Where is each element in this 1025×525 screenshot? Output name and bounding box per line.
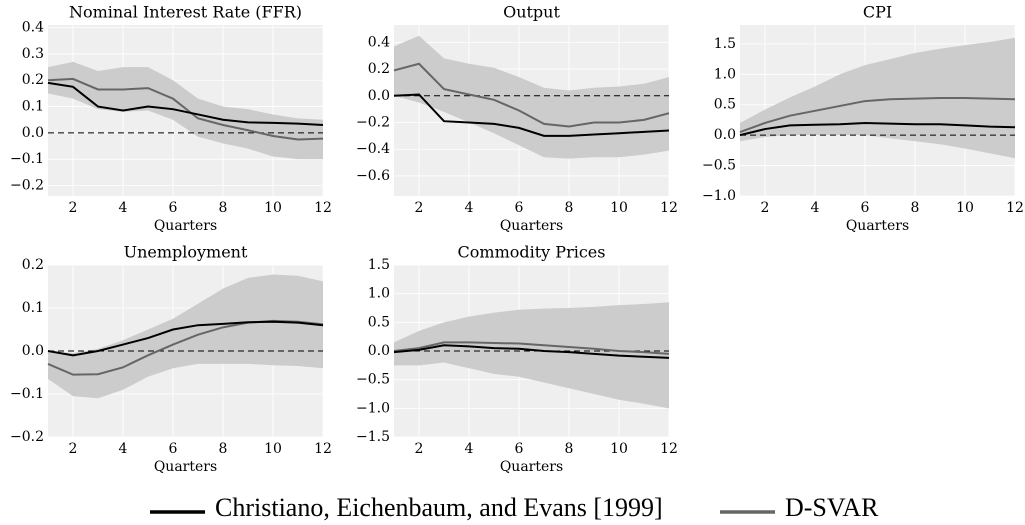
chart-title: Unemployment xyxy=(124,243,248,262)
x-axis-label: Quarters xyxy=(500,459,563,475)
legend-label: Christiano, Eichenbaum, and Evans [1999] xyxy=(215,493,663,522)
y-tick-label: 0.0 xyxy=(368,88,390,104)
x-tick-label: 6 xyxy=(169,441,178,457)
confidence-band xyxy=(48,274,323,399)
y-tick-label: 0.0 xyxy=(368,343,390,359)
y-tick-label: −0.2 xyxy=(10,429,44,445)
chart-title: Nominal Interest Rate (FFR) xyxy=(69,3,302,22)
y-tick-label: 0.3 xyxy=(22,46,44,62)
y-tick-label: 0.1 xyxy=(22,300,44,316)
y-tick-label: 0.5 xyxy=(714,97,736,113)
x-tick-label: 12 xyxy=(660,200,678,216)
x-tick-label: 8 xyxy=(219,441,228,457)
x-axis-label: Quarters xyxy=(500,218,563,234)
x-tick-label: 8 xyxy=(565,441,574,457)
series-line xyxy=(393,62,670,128)
legend-label: D-SVAR xyxy=(785,493,879,522)
confidence-band xyxy=(48,61,323,160)
x-tick-label: 4 xyxy=(811,200,820,216)
series-line xyxy=(47,81,324,126)
x-tick-label: 4 xyxy=(465,200,474,216)
y-tick-label: 0.1 xyxy=(22,99,44,115)
x-tick-label: 12 xyxy=(314,200,332,216)
x-tick-label: 10 xyxy=(610,441,628,457)
x-axis-label: Quarters xyxy=(154,218,217,234)
y-tick-label: −0.5 xyxy=(702,158,736,174)
x-tick-label: 12 xyxy=(660,441,678,457)
series-line xyxy=(393,93,670,137)
series-line xyxy=(47,320,324,357)
x-tick-label: 12 xyxy=(314,441,332,457)
x-tick-label: 12 xyxy=(1006,200,1024,216)
confidence-band xyxy=(394,302,669,409)
y-tick-label: −0.6 xyxy=(356,168,390,184)
x-tick-label: 6 xyxy=(515,441,524,457)
x-tick-label: 2 xyxy=(415,441,424,457)
y-tick-label: −1.5 xyxy=(356,429,390,445)
y-tick-label: 0.2 xyxy=(22,72,44,88)
confidence-band xyxy=(394,35,669,159)
x-tick-label: 2 xyxy=(69,200,78,216)
x-tick-label: 8 xyxy=(911,200,920,216)
y-tick-label: −1.0 xyxy=(702,188,736,204)
x-tick-label: 4 xyxy=(119,441,128,457)
x-tick-label: 10 xyxy=(264,200,282,216)
y-tick-label: −0.2 xyxy=(10,177,44,193)
y-tick-label: 0.5 xyxy=(368,314,390,330)
y-tick-label: 1.0 xyxy=(714,66,736,82)
series-line xyxy=(47,77,324,141)
x-tick-label: 2 xyxy=(761,200,770,216)
y-tick-label: 0.0 xyxy=(22,125,44,141)
x-tick-label: 4 xyxy=(465,441,474,457)
series-line xyxy=(393,344,670,359)
y-tick-label: −0.1 xyxy=(10,151,44,167)
x-tick-label: 2 xyxy=(415,200,424,216)
series-line xyxy=(739,97,1016,134)
y-tick-label: 1.0 xyxy=(368,286,390,302)
y-tick-label: 0.0 xyxy=(714,127,736,143)
x-tick-label: 4 xyxy=(119,200,128,216)
y-tick-label: 0.4 xyxy=(368,34,390,50)
y-tick-label: −1.0 xyxy=(356,400,390,416)
x-tick-label: 8 xyxy=(219,200,228,216)
y-tick-label: −0.1 xyxy=(10,386,44,402)
x-axis-label: Quarters xyxy=(154,459,217,475)
x-tick-label: 6 xyxy=(861,200,870,216)
y-tick-label: 1.5 xyxy=(368,257,390,273)
y-tick-label: 1.5 xyxy=(714,36,736,52)
x-tick-label: 6 xyxy=(169,200,178,216)
x-tick-label: 8 xyxy=(565,200,574,216)
series-line xyxy=(393,341,670,355)
chart-title: CPI xyxy=(863,3,892,22)
x-tick-label: 10 xyxy=(264,441,282,457)
x-tick-label: 2 xyxy=(69,441,78,457)
y-tick-label: 0.4 xyxy=(22,20,44,36)
y-tick-label: 0.0 xyxy=(22,343,44,359)
x-tick-label: 10 xyxy=(610,200,628,216)
y-tick-label: 0.2 xyxy=(368,61,390,77)
x-axis-label: Quarters xyxy=(846,218,909,234)
x-tick-label: 6 xyxy=(515,200,524,216)
y-tick-label: 0.2 xyxy=(22,257,44,273)
y-tick-label: −0.2 xyxy=(356,115,390,131)
chart-title: Commodity Prices xyxy=(458,243,606,262)
chart-title: Output xyxy=(503,3,560,22)
y-tick-label: −0.4 xyxy=(356,141,390,157)
y-tick-label: −0.5 xyxy=(356,372,390,388)
series-line xyxy=(739,121,1016,137)
confidence-band xyxy=(740,37,1015,159)
x-tick-label: 10 xyxy=(956,200,974,216)
